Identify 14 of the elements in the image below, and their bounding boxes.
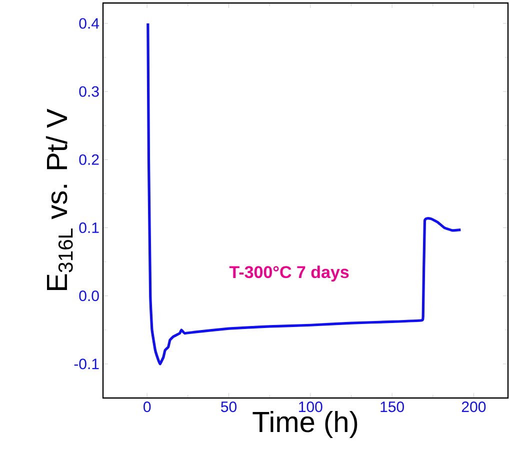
y-tick-label: 0.3 <box>79 86 99 97</box>
x-tick-label: 100 <box>299 402 322 412</box>
x-tick-label: 50 <box>221 402 236 412</box>
y-tick-label: 0.4 <box>79 18 100 29</box>
y-tick-label: 0.1 <box>79 222 99 234</box>
x-tick-label: 150 <box>380 402 404 412</box>
x-tick-label: 200 <box>462 402 486 412</box>
line-series <box>146 22 462 366</box>
y-tick-label: 0.0 <box>79 290 99 302</box>
y-tick-label: 0.2 <box>79 154 99 165</box>
annotation: T-300°C 7 days <box>229 266 349 282</box>
y-axis-title: E$_{316L}$ vs. Pt/ V <box>46 108 73 290</box>
x-tick-label: 0 <box>144 402 151 412</box>
y-tick-label: -0.1 <box>74 358 99 370</box>
